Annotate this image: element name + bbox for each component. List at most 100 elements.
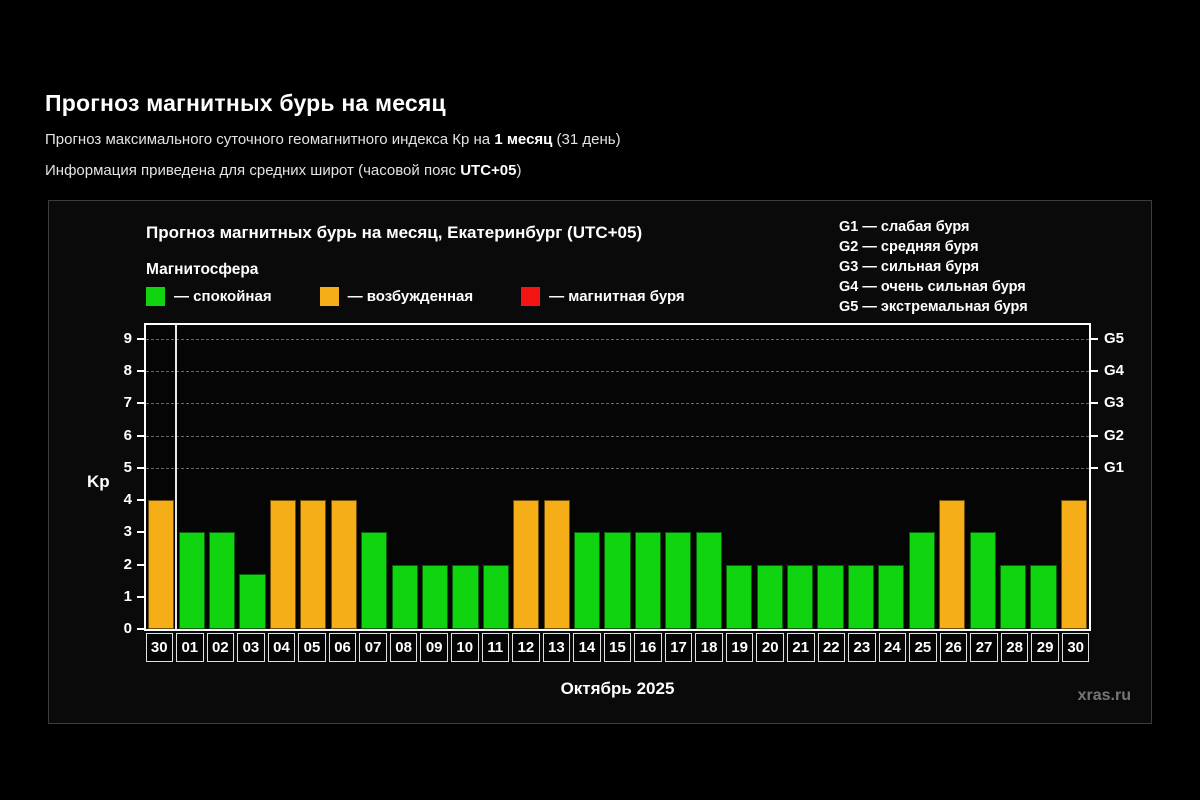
kp-bar [878, 564, 905, 629]
day-label-13: 13 [542, 633, 571, 662]
day-label-column: 05 [297, 633, 328, 662]
bar-column-day-12 [511, 325, 541, 629]
kp-bar [665, 532, 692, 629]
day-label-24: 24 [878, 633, 907, 662]
legend-item-quiet: — спокойная [146, 287, 272, 306]
kp-bar [513, 500, 540, 629]
day-label-column: 04 [266, 633, 297, 662]
kp-bar [300, 500, 327, 629]
y-tick-label-2: 2 [123, 555, 132, 573]
day-label-10: 10 [450, 633, 479, 662]
kp-bar [239, 574, 266, 629]
kp-bar [269, 500, 296, 629]
kp-bar [330, 500, 357, 629]
bar-column-day-16 [633, 325, 663, 629]
day-label-05: 05 [298, 633, 326, 662]
day-label-08: 08 [389, 633, 418, 662]
day-label-28: 28 [1000, 633, 1029, 662]
day-label-column: 23 [847, 633, 878, 662]
day-label-27: 27 [970, 633, 998, 662]
kp-bar [786, 564, 814, 629]
gridline-kp5 [146, 467, 1089, 469]
bar-column-day-27 [967, 325, 997, 629]
day-label-column: 10 [449, 633, 480, 662]
plot-area [144, 323, 1091, 631]
kp-bar [391, 564, 418, 629]
bar-column-day-23 [846, 325, 876, 629]
y-tick-label-0: 0 [123, 620, 132, 637]
kp-bar [148, 500, 175, 629]
g-legend-line-g5: G5 — экстремальная буря [839, 299, 1028, 315]
day-label-14: 14 [573, 633, 601, 662]
day-label-17: 17 [664, 633, 693, 662]
legend-swatch-storm [521, 287, 541, 306]
y-tick-label-8: 8 [123, 362, 132, 380]
day-label-prev-30: 30 [145, 633, 174, 662]
day-label-23: 23 [848, 633, 876, 662]
day-label-column: 17 [663, 633, 694, 662]
bar-column-day-21 [785, 325, 815, 629]
page-header: Прогноз магнитных бурь на месяц Прогноз … [45, 90, 1145, 179]
day-label-column: 03 [236, 633, 267, 662]
kp-bar [817, 564, 844, 629]
g-legend-line-g1: G1 — слабая буря [839, 219, 970, 235]
day-label-03: 03 [237, 633, 265, 662]
y-tick-mark [137, 563, 144, 566]
legend-title: Магнитосфера [146, 261, 259, 278]
bar-column-day-06 [329, 325, 359, 629]
y-tick-mark [137, 499, 144, 502]
g-legend-line-g2: G2 — средняя буря [839, 239, 979, 255]
chart-title: Прогноз магнитных бурь на месяц, Екатери… [146, 223, 643, 242]
day-label-09: 09 [420, 633, 448, 662]
kp-bar [756, 564, 783, 629]
bar-column-day-30 [146, 325, 176, 629]
legend-label: — спокойная [174, 288, 272, 305]
magnetosphere-legend: — спокойная — возбужденная — магнитная бур… [146, 287, 685, 306]
bar-column-day-01 [176, 325, 206, 629]
bar-column-day-03 [237, 325, 267, 629]
day-label-column: 09 [419, 633, 450, 662]
kp-bar [421, 564, 449, 629]
kp-bar [1060, 500, 1087, 629]
bar-column-day-24 [876, 325, 906, 629]
day-label-column: 29 [1030, 633, 1061, 662]
bar-column-day-19 [724, 325, 754, 629]
day-label-02: 02 [206, 633, 235, 662]
g-scale-legend: G1 — слабая буря G2 — средняя буря G3 — си… [839, 217, 1028, 317]
y-tick-label-4: 4 [123, 491, 132, 509]
legend-swatch-quiet [146, 287, 165, 306]
g-legend-line-g4: G4 — очень сильная буря [839, 279, 1026, 295]
day-label-26: 26 [939, 633, 968, 662]
day-label-07: 07 [359, 633, 387, 662]
day-label-column: 25 [908, 633, 939, 662]
page-title: Прогноз магнитных бурь на месяц [45, 90, 446, 116]
day-label-11: 11 [481, 633, 510, 662]
bar-column-day-17 [663, 325, 693, 629]
day-label-15: 15 [603, 633, 632, 662]
bars-container [146, 325, 1089, 629]
g-legend-line-g3: G3 — сильная буря [839, 259, 980, 275]
kp-bar [969, 532, 996, 629]
kp-bar [208, 532, 236, 629]
y-tick-label-7: 7 [123, 394, 132, 412]
kp-bar [604, 532, 631, 629]
day-label-column: 30 [144, 633, 175, 662]
subtitle-timezone: Информация приведена для средних широт (… [45, 162, 522, 179]
day-label-column: 18 [694, 633, 725, 662]
bar-column-day-29 [1028, 325, 1058, 629]
day-label-column: 28 [999, 633, 1030, 662]
kp-bar [999, 564, 1027, 629]
right-axis-label-g2: G2 [1104, 426, 1125, 444]
day-label-column: 13 [541, 633, 572, 662]
right-tick-mark [1091, 402, 1098, 405]
bar-column-day-13 [541, 325, 571, 629]
day-label-06: 06 [328, 633, 357, 662]
right-tick-mark [1091, 434, 1098, 437]
day-label-18: 18 [695, 633, 723, 662]
right-axis-label-g5: G5 [1104, 330, 1125, 347]
day-label-01: 01 [176, 633, 204, 662]
day-label-30: 30 [1061, 633, 1090, 662]
right-axis-label-g3: G3 [1104, 394, 1125, 412]
bar-column-day-05 [298, 325, 328, 629]
day-label-column: 12 [511, 633, 542, 662]
